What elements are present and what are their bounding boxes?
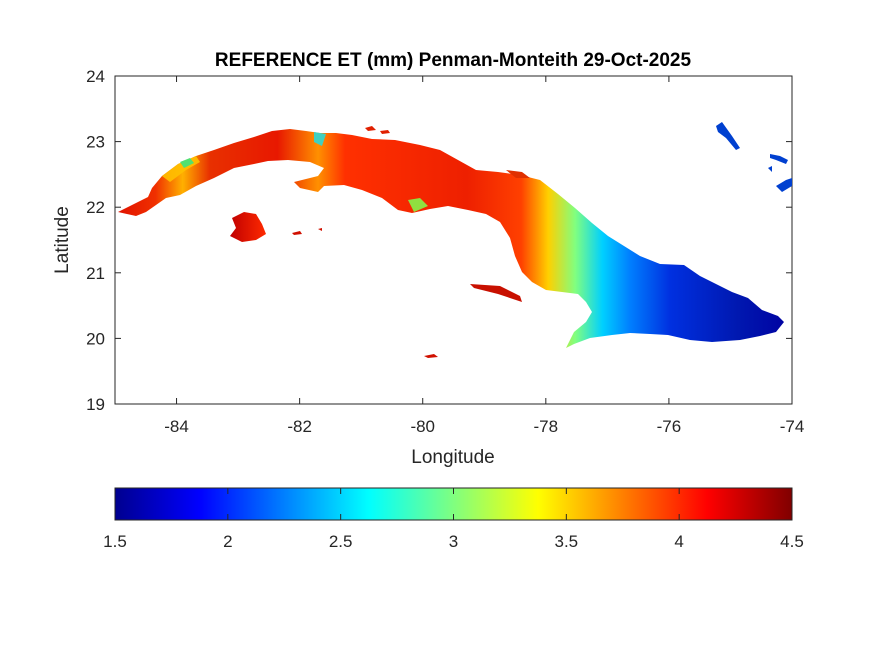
colorbar-tick-label: 2.5	[329, 532, 353, 551]
bahamas-fragment-4	[768, 166, 772, 172]
y-axis-label: Latitude	[52, 206, 73, 274]
y-tick-label: 20	[86, 329, 105, 348]
y-tick-label: 19	[86, 395, 105, 414]
central-green-patch	[408, 198, 428, 212]
colorbar-tick-label: 1.5	[103, 532, 127, 551]
y-tick-label: 21	[86, 264, 105, 283]
colorbar-ticks: 1.5 2 2.5 3 3.5 4 4.5	[103, 488, 804, 551]
chart-title: REFERENCE ET (mm) Penman-Monteith 29-Oct…	[215, 50, 692, 71]
cuba-main-island	[118, 129, 784, 348]
bahamas-fragment-1	[716, 122, 740, 150]
x-tick-label: -76	[657, 417, 682, 436]
x-tick-label: -80	[410, 417, 435, 436]
small-cays-southwest	[292, 228, 322, 235]
nw-green-patch	[180, 158, 194, 168]
cays-south	[470, 284, 522, 302]
colorbar-tick-label: 3.5	[555, 532, 579, 551]
small-cay-south	[424, 354, 438, 358]
bahamas-fragment-3	[776, 178, 792, 192]
y-tick-label: 24	[86, 67, 105, 86]
cay-north-1	[365, 126, 376, 131]
y-tick-label: 23	[86, 133, 105, 152]
x-tick-label: -78	[534, 417, 559, 436]
colorbar-tick-label: 4	[674, 532, 683, 551]
cays-north	[506, 170, 530, 178]
bahamas-fragment-2	[770, 154, 788, 164]
cay-north-2	[380, 130, 390, 134]
y-axis: 19 20 21 22 23 24	[86, 67, 792, 414]
y-tick-label: 22	[86, 198, 105, 217]
x-tick-label: -82	[287, 417, 312, 436]
x-tick-label: -84	[164, 417, 189, 436]
et-map	[118, 122, 792, 358]
x-axis-label: Longitude	[411, 447, 494, 468]
colorbar-tick-label: 2	[223, 532, 232, 551]
north-central-cyan-patch	[314, 132, 326, 146]
x-tick-label: -74	[780, 417, 805, 436]
x-axis: -84 -82 -80 -78 -76 -74	[164, 76, 804, 436]
colorbar-tick-label: 4.5	[780, 532, 804, 551]
plot-area	[114, 75, 793, 405]
colorbar-tick-label: 3	[449, 532, 458, 551]
isla-juventud	[230, 212, 266, 242]
